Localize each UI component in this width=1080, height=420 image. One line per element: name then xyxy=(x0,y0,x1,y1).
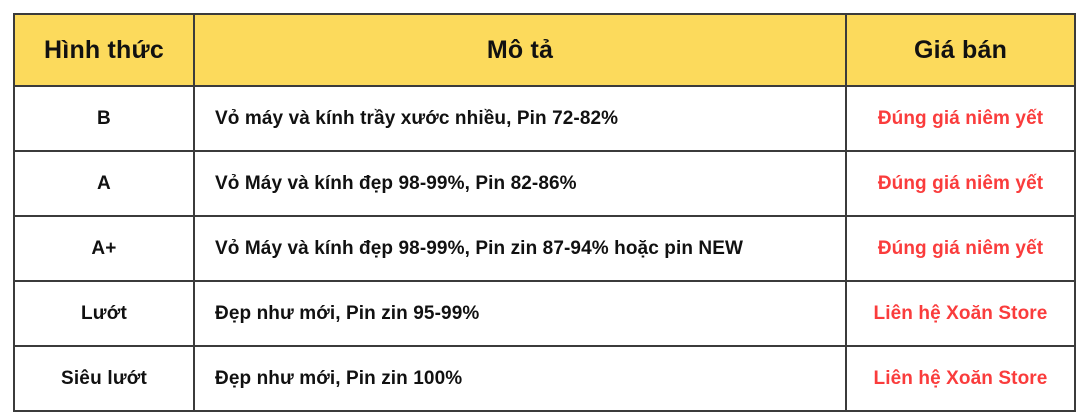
column-header-form: Hình thức xyxy=(13,13,195,87)
table-row: Lướt Đẹp như mới, Pin zin 95-99% Liên hệ… xyxy=(13,280,1076,347)
cell-price: Liên hệ Xoăn Store xyxy=(845,345,1076,412)
table-header-row: Hình thức Mô tả Giá bán xyxy=(13,13,1076,87)
cell-price: Đúng giá niêm yết xyxy=(845,85,1076,152)
column-header-description: Mô tả xyxy=(193,13,847,87)
cell-description: Đẹp như mới, Pin zin 100% xyxy=(193,345,847,412)
table-row: A+ Vỏ Máy và kính đẹp 98-99%, Pin zin 87… xyxy=(13,215,1076,282)
cell-description: Vỏ Máy và kính đẹp 98-99%, Pin 82-86% xyxy=(193,150,847,217)
column-header-price: Giá bán xyxy=(845,13,1076,87)
table-row: B Vỏ máy và kính trầy xước nhiều, Pin 72… xyxy=(13,85,1076,152)
table-row: A Vỏ Máy và kính đẹp 98-99%, Pin 82-86% … xyxy=(13,150,1076,217)
cell-grade: Siêu lướt xyxy=(13,345,195,412)
cell-description: Đẹp như mới, Pin zin 95-99% xyxy=(193,280,847,347)
cell-description: Vỏ máy và kính trầy xước nhiều, Pin 72-8… xyxy=(193,85,847,152)
table-row: Siêu lướt Đẹp như mới, Pin zin 100% Liên… xyxy=(13,345,1076,412)
cell-price: Đúng giá niêm yết xyxy=(845,150,1076,217)
cell-price: Liên hệ Xoăn Store xyxy=(845,280,1076,347)
cell-grade: A xyxy=(13,150,195,217)
cell-price: Đúng giá niêm yết xyxy=(845,215,1076,282)
table-header: Hình thức Mô tả Giá bán xyxy=(13,13,1076,87)
cell-description: Vỏ Máy và kính đẹp 98-99%, Pin zin 87-94… xyxy=(193,215,847,282)
cell-grade: A+ xyxy=(13,215,195,282)
cell-grade: B xyxy=(13,85,195,152)
table-body: B Vỏ máy và kính trầy xước nhiều, Pin 72… xyxy=(13,85,1076,412)
cell-grade: Lướt xyxy=(13,280,195,347)
device-grade-table: Hình thức Mô tả Giá bán B Vỏ máy và kính… xyxy=(13,13,1076,412)
